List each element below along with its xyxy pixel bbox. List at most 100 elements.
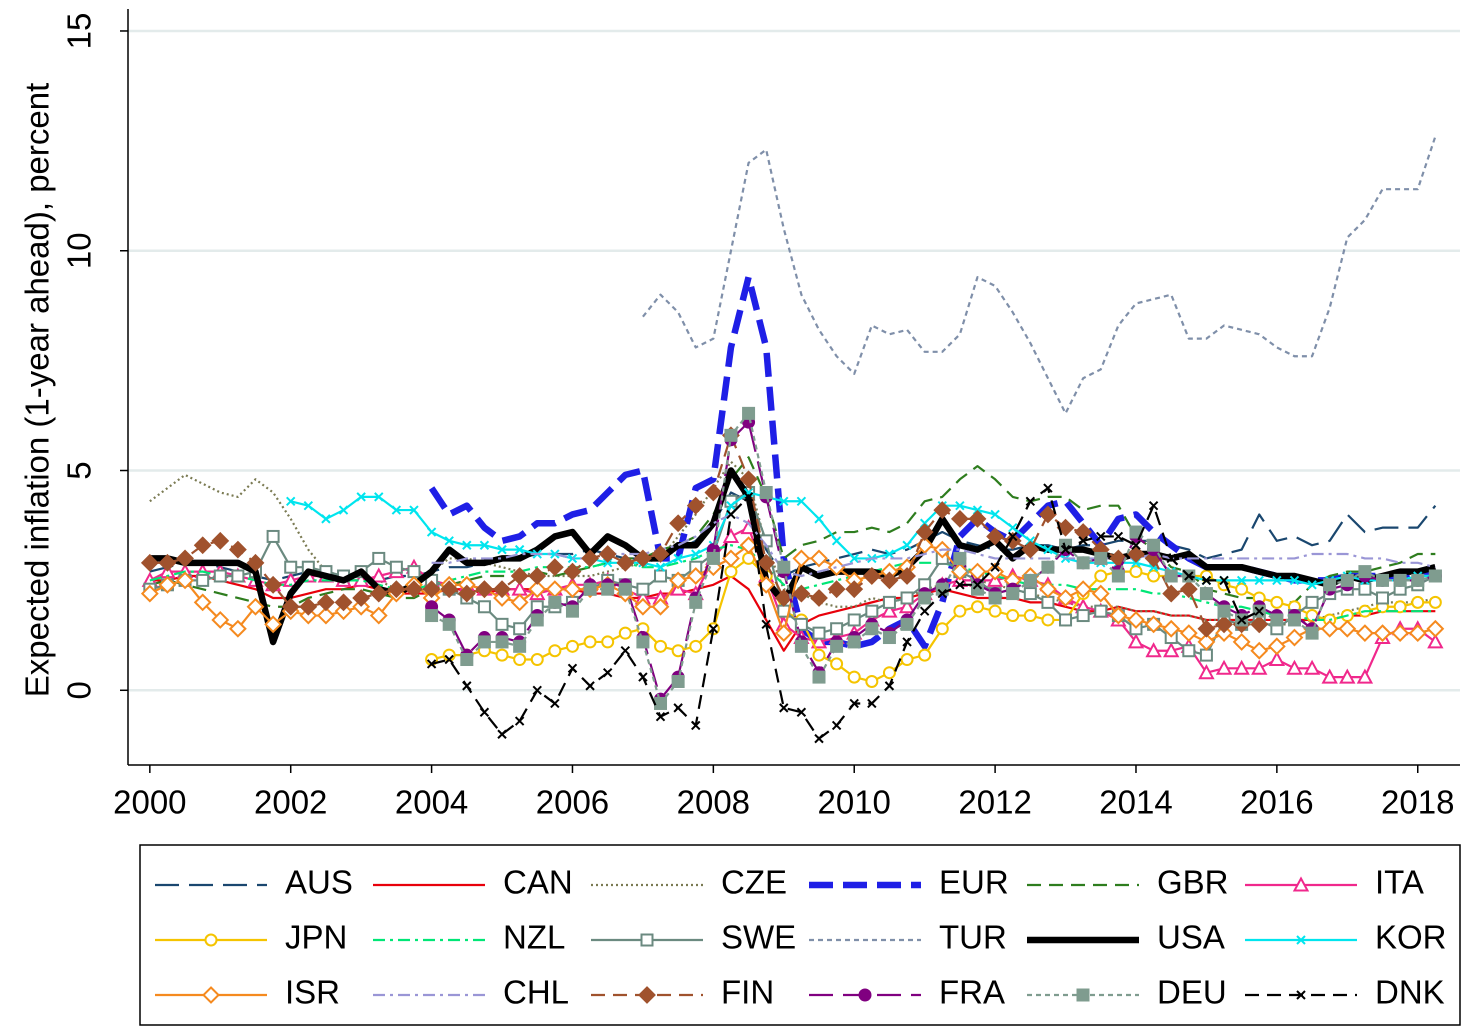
marker [774, 624, 793, 643]
marker [616, 553, 635, 572]
marker [1215, 659, 1233, 675]
marker [655, 562, 666, 572]
marker [1091, 584, 1110, 603]
marker [1339, 668, 1356, 684]
marker [1201, 575, 1212, 586]
marker [830, 639, 844, 653]
marker [849, 553, 859, 564]
marker [794, 639, 808, 653]
marker [722, 549, 740, 568]
marker [655, 711, 666, 722]
series-line [149, 467, 1437, 646]
marker [1109, 606, 1128, 625]
marker [640, 933, 654, 947]
marker [884, 681, 895, 691]
marker [884, 549, 895, 559]
marker [1197, 619, 1216, 638]
marker [1254, 575, 1264, 586]
marker [1179, 624, 1198, 643]
marker [858, 988, 872, 1002]
marker [830, 657, 844, 671]
marker [1144, 615, 1163, 634]
marker [266, 529, 280, 543]
marker [686, 496, 705, 515]
marker [176, 571, 194, 590]
marker [900, 591, 914, 605]
marker [810, 633, 828, 649]
marker [1408, 624, 1427, 643]
marker [1296, 990, 1306, 1000]
marker [602, 667, 613, 678]
legend-label: ISR [285, 974, 340, 1011]
marker [528, 567, 547, 585]
marker [1340, 573, 1354, 587]
marker [1305, 626, 1319, 640]
marker [284, 560, 298, 574]
legend-label: EUR [939, 864, 1009, 901]
marker [651, 545, 670, 563]
marker [585, 681, 595, 691]
legend-box [139, 844, 1461, 1026]
marker [1148, 500, 1159, 511]
marker [1391, 624, 1410, 643]
marker [1056, 518, 1075, 537]
marker [724, 428, 738, 442]
marker [830, 622, 844, 636]
marker [528, 580, 547, 599]
marker [442, 617, 456, 631]
legend-label: JPN [285, 919, 347, 956]
marker [968, 509, 987, 528]
marker [1076, 988, 1090, 1002]
marker [1127, 545, 1145, 563]
marker [792, 584, 811, 603]
x-tick-label: 2012 [958, 784, 1031, 821]
marker [389, 560, 403, 574]
marker [370, 567, 387, 583]
marker [845, 580, 864, 599]
marker [1021, 540, 1040, 559]
marker [231, 569, 245, 583]
marker [460, 653, 474, 667]
marker [620, 646, 631, 656]
marker [193, 536, 212, 555]
legend-label: KOR [1375, 919, 1447, 956]
marker [1320, 619, 1339, 638]
marker [1411, 595, 1425, 609]
marker [812, 670, 826, 684]
marker [374, 492, 384, 502]
marker [356, 492, 366, 502]
marker [955, 500, 965, 511]
marker [583, 582, 597, 596]
marker [849, 698, 859, 709]
x-tick-label: 2010 [818, 784, 891, 821]
series-line [642, 136, 1437, 415]
marker [176, 549, 194, 568]
marker [847, 635, 861, 649]
marker [1094, 604, 1108, 618]
legend-label: DEU [1157, 974, 1227, 1011]
marker [1321, 668, 1338, 684]
marker [1008, 522, 1018, 533]
marker [158, 553, 177, 572]
marker [598, 545, 617, 563]
marker [1094, 569, 1108, 583]
marker [882, 595, 896, 609]
marker [918, 648, 932, 662]
marker [1305, 595, 1319, 609]
marker [986, 562, 1005, 581]
marker [513, 653, 527, 667]
marker [669, 571, 688, 590]
marker [847, 613, 861, 627]
marker [902, 540, 912, 550]
legend-label: DNK [1375, 974, 1445, 1011]
series-line [430, 421, 1436, 701]
marker [299, 597, 318, 616]
marker [972, 580, 983, 590]
marker [1199, 587, 1213, 601]
marker [510, 593, 529, 612]
marker [1094, 551, 1108, 565]
marker [1043, 544, 1053, 555]
marker [391, 505, 402, 515]
marker [477, 600, 491, 614]
marker [1254, 606, 1264, 616]
